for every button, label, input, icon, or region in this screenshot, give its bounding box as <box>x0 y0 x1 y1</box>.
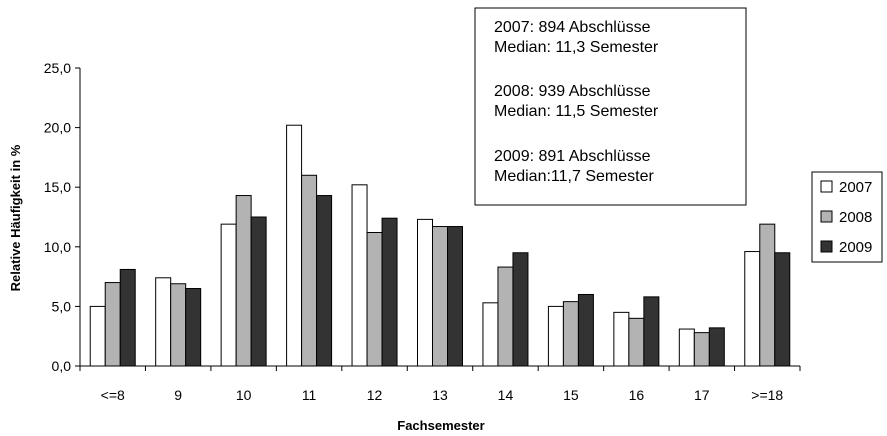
x-tick-label: 16 <box>629 387 645 403</box>
bar-2008 <box>562 301 579 367</box>
bar-2007 <box>89 305 106 367</box>
bar-2009 <box>512 252 529 367</box>
bar-2008 <box>628 317 645 367</box>
bars-layer <box>89 124 791 367</box>
bar-2008 <box>497 266 514 367</box>
bar-2009 <box>447 226 463 367</box>
legend-label-2009: 2009 <box>839 239 872 256</box>
annotation-line: 2008: 939 Abschlüsse <box>494 83 651 100</box>
bar-2008 <box>104 282 121 367</box>
bar-2007 <box>220 223 237 367</box>
bar-2007 <box>351 184 368 367</box>
x-tick-label: 13 <box>432 387 448 403</box>
x-ticks: <=8 9 10 11 12 13 14 15 16 17 >=18 <box>79 366 801 403</box>
x-tick-label: 9 <box>174 387 182 403</box>
legend-swatch-2008 <box>820 210 833 223</box>
x-tick-label: 17 <box>694 387 710 403</box>
bar-2007 <box>678 328 695 367</box>
y-tick-label: 0,0 <box>52 358 72 374</box>
annotation-line: Median: 11,3 Semester <box>494 39 659 56</box>
x-tick-label: 15 <box>563 387 579 403</box>
bar-2009 <box>119 268 136 367</box>
y-ticks: 0,0 5,0 10,0 15,0 20,0 25,0 <box>44 60 80 374</box>
x-tick-label: 12 <box>367 387 383 403</box>
bar-2009 <box>708 327 725 367</box>
bar-2008 <box>170 283 187 367</box>
bar-2008 <box>301 174 318 367</box>
bar-2007 <box>286 124 303 367</box>
bar-2008 <box>235 195 252 367</box>
legend-label-2008: 2008 <box>839 209 872 226</box>
bar-2007 <box>417 218 433 367</box>
legend-swatch-2007 <box>820 180 833 193</box>
x-tick-label: 14 <box>498 387 514 403</box>
x-tick-label: >=18 <box>751 387 783 403</box>
annotation-line: 2007: 894 Abschlüsse <box>494 19 651 36</box>
bar-2007 <box>482 302 499 367</box>
bar-2008 <box>432 226 448 367</box>
bar-2009 <box>316 195 333 367</box>
annotation-box: 2007: 894 Abschlüsse Median: 11,3 Semest… <box>474 7 747 206</box>
annotation-line: 2009: 891 Abschlüsse <box>494 148 651 165</box>
bar-2009 <box>185 288 202 367</box>
bar-2008 <box>366 231 383 367</box>
legend: 2007 2008 2009 <box>811 171 883 263</box>
y-tick-label: 20,0 <box>44 120 71 136</box>
bar-2007 <box>744 251 761 367</box>
y-tick-label: 25,0 <box>44 60 71 76</box>
annotation-line: Median:11,7 Semester <box>494 168 654 185</box>
bar-2007 <box>547 305 564 367</box>
x-axis-title: Fachsemester <box>397 418 484 433</box>
annotation-line: Median: 11,5 Semester <box>494 103 659 120</box>
bar-2007 <box>155 277 172 367</box>
y-axis-title: Relative Häufigkeit in % <box>8 144 23 291</box>
x-tick-label: <=8 <box>101 387 125 403</box>
y-tick-label: 15,0 <box>44 179 71 195</box>
bar-2008 <box>693 332 710 367</box>
x-tick-label: 10 <box>236 387 252 403</box>
bar-2009 <box>381 217 398 367</box>
legend-label-2007: 2007 <box>839 179 872 196</box>
y-tick-label: 10,0 <box>44 239 71 255</box>
bar-2009 <box>250 216 267 367</box>
legend-swatch-2009 <box>820 240 833 253</box>
bar-2009 <box>577 293 594 367</box>
bar-2009 <box>643 296 660 367</box>
bar-2008 <box>759 223 776 367</box>
bar-2007 <box>613 311 630 367</box>
bar-2009 <box>774 252 791 367</box>
x-tick-label: 11 <box>302 387 317 403</box>
y-tick-label: 5,0 <box>52 298 72 314</box>
